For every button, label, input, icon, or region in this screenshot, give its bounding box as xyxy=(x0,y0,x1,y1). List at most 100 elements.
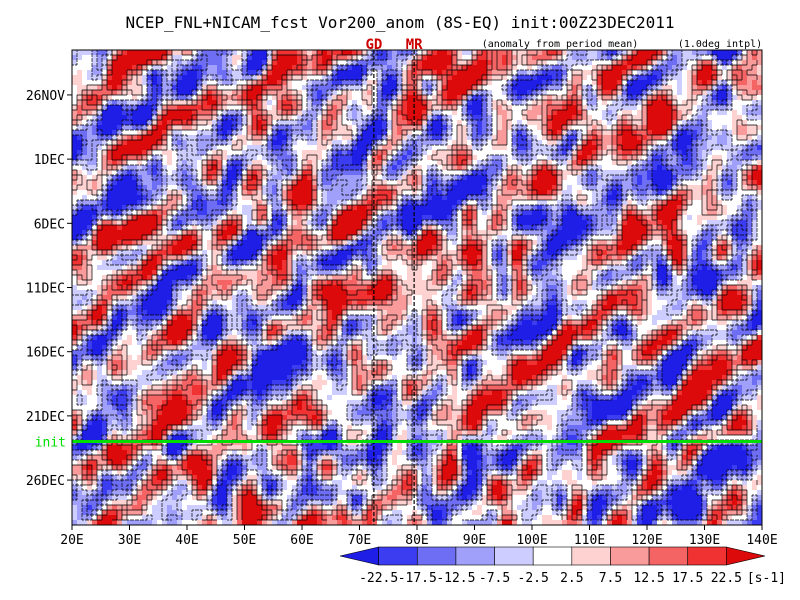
field-cell xyxy=(657,85,662,90)
field-cell xyxy=(742,200,747,205)
field-cell xyxy=(582,165,587,170)
field-cell xyxy=(422,130,427,135)
field-cell xyxy=(392,75,397,80)
field-cell xyxy=(562,60,567,65)
field-cell xyxy=(367,75,372,80)
field-cell xyxy=(717,150,722,155)
field-cell xyxy=(482,120,487,125)
field-cell xyxy=(362,205,367,210)
field-cell xyxy=(282,190,287,195)
field-cell xyxy=(142,170,147,175)
field-cell xyxy=(342,140,347,145)
field-cell xyxy=(187,75,192,80)
field-cell xyxy=(532,175,537,180)
field-cell xyxy=(357,100,362,105)
field-cell xyxy=(577,75,582,80)
field-cell xyxy=(597,135,602,140)
field-cell xyxy=(622,110,627,115)
field-cell xyxy=(232,65,237,70)
field-cell xyxy=(402,105,407,110)
field-cell xyxy=(667,195,672,200)
field-cell xyxy=(367,55,372,60)
field-cell xyxy=(162,160,167,165)
field-cell xyxy=(267,80,272,85)
field-cell xyxy=(562,85,567,90)
field-cell xyxy=(632,90,637,95)
field-cell xyxy=(182,65,187,70)
field-cell xyxy=(82,200,87,205)
field-cell xyxy=(177,210,182,215)
field-cell xyxy=(722,165,727,170)
field-cell xyxy=(642,95,647,100)
field-cell xyxy=(347,70,352,75)
field-cell xyxy=(392,95,397,100)
field-cell xyxy=(317,215,322,220)
field-cell xyxy=(397,65,402,70)
field-cell xyxy=(452,155,457,160)
field-cell xyxy=(397,205,402,210)
field-cell xyxy=(177,90,182,95)
field-cell xyxy=(387,220,392,225)
field-cell xyxy=(632,50,637,55)
field-cell xyxy=(562,135,567,140)
field-cell xyxy=(507,165,512,170)
field-cell xyxy=(682,170,687,175)
field-cell xyxy=(682,200,687,205)
field-cell xyxy=(437,140,442,145)
field-cell xyxy=(587,75,592,80)
field-cell xyxy=(327,65,332,70)
field-cell xyxy=(277,95,282,100)
field-cell xyxy=(337,155,342,160)
field-cell xyxy=(337,105,342,110)
field-cell xyxy=(352,195,357,200)
field-cell xyxy=(432,85,437,90)
field-cell xyxy=(87,225,92,230)
field-cell xyxy=(367,105,372,110)
field-cell xyxy=(677,90,682,95)
field-cell xyxy=(207,125,212,130)
field-cell xyxy=(317,160,322,165)
field-cell xyxy=(372,190,377,195)
field-cell xyxy=(82,175,87,180)
field-cell xyxy=(707,55,712,60)
field-cell xyxy=(72,225,77,230)
field-cell xyxy=(712,185,717,190)
field-cell xyxy=(732,210,737,215)
field-cell xyxy=(642,135,647,140)
field-cell xyxy=(217,105,222,110)
field-cell xyxy=(157,90,162,95)
field-cell xyxy=(122,215,127,220)
field-cell xyxy=(227,55,232,60)
field-cell xyxy=(467,115,472,120)
field-cell xyxy=(737,145,742,150)
field-cell xyxy=(372,150,377,155)
field-cell xyxy=(317,195,322,200)
field-cell xyxy=(682,220,687,225)
field-cell xyxy=(132,170,137,175)
field-cell xyxy=(592,55,597,60)
field-cell xyxy=(342,135,347,140)
field-cell xyxy=(647,195,652,200)
field-cell xyxy=(77,140,82,145)
field-cell xyxy=(477,120,482,125)
field-cell xyxy=(552,75,557,80)
field-cell xyxy=(592,170,597,175)
field-cell xyxy=(282,155,287,160)
field-cell xyxy=(347,120,352,125)
field-cell xyxy=(712,205,717,210)
field-cell xyxy=(517,70,522,75)
field-cell xyxy=(342,70,347,75)
field-cell xyxy=(737,100,742,105)
field-cell xyxy=(312,225,317,230)
field-cell xyxy=(317,190,322,195)
field-cell xyxy=(442,125,447,130)
field-cell xyxy=(92,80,97,85)
field-cell xyxy=(132,210,137,215)
field-cell xyxy=(572,105,577,110)
field-cell xyxy=(742,80,747,85)
field-cell xyxy=(532,80,537,85)
field-cell xyxy=(707,75,712,80)
field-cell xyxy=(677,80,682,85)
field-cell xyxy=(147,120,152,125)
field-cell xyxy=(382,130,387,135)
